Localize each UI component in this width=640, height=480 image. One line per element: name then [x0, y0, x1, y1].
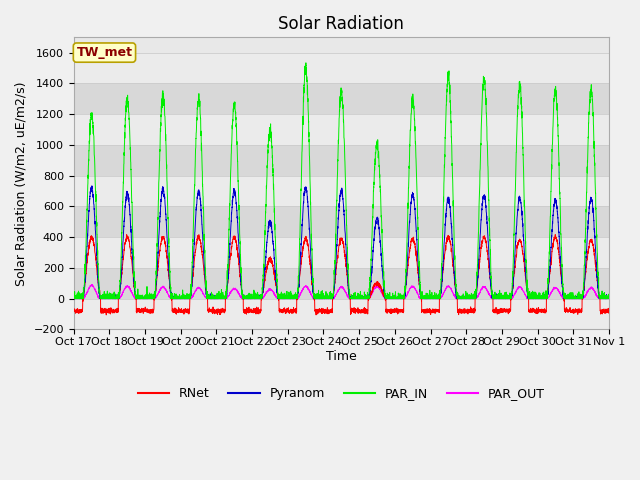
PAR_IN — [604, 294, 612, 300]
Pyranom — [70, 295, 77, 301]
RNet — [605, 309, 612, 315]
RNet — [166, 286, 174, 291]
PAR_OUT — [70, 296, 77, 301]
Line: PAR_OUT: PAR_OUT — [74, 285, 609, 299]
PAR_OUT — [461, 296, 469, 301]
RNet — [604, 308, 612, 314]
Bar — [74, 176, 609, 206]
Bar — [74, 268, 609, 299]
PAR_IN — [70, 296, 78, 301]
Pyranom — [88, 183, 96, 189]
PAR_OUT — [431, 296, 439, 301]
Bar — [74, 114, 609, 145]
PAR_OUT — [321, 296, 329, 301]
Pyranom — [492, 295, 499, 300]
PAR_OUT — [88, 282, 96, 288]
Legend: RNet, Pyranom, PAR_IN, PAR_OUT: RNet, Pyranom, PAR_IN, PAR_OUT — [132, 382, 550, 405]
RNet — [102, 312, 110, 318]
RNet — [492, 307, 499, 313]
Pyranom — [604, 294, 612, 300]
Text: TW_met: TW_met — [76, 46, 132, 59]
PAR_OUT — [166, 295, 174, 300]
Pyranom — [461, 294, 469, 300]
Y-axis label: Solar Radiation (W/m2, uE/m2/s): Solar Radiation (W/m2, uE/m2/s) — [15, 81, 28, 286]
PAR_IN — [492, 293, 499, 299]
RNet — [321, 308, 329, 313]
PAR_IN — [461, 295, 469, 301]
Pyranom — [605, 295, 612, 300]
X-axis label: Time: Time — [326, 350, 356, 363]
PAR_IN — [605, 292, 612, 298]
Line: RNet: RNet — [74, 235, 609, 315]
PAR_OUT — [605, 296, 612, 301]
Pyranom — [321, 295, 329, 301]
Bar — [74, 299, 609, 329]
RNet — [431, 308, 439, 313]
Bar — [74, 206, 609, 237]
PAR_OUT — [604, 296, 612, 301]
RNet — [552, 232, 559, 238]
Title: Solar Radiation: Solar Radiation — [278, 15, 404, 33]
Line: PAR_IN: PAR_IN — [74, 63, 609, 299]
Bar — [74, 145, 609, 176]
Bar — [74, 237, 609, 268]
PAR_IN — [432, 296, 440, 301]
Pyranom — [432, 296, 440, 301]
Pyranom — [166, 286, 174, 292]
PAR_IN — [166, 274, 174, 280]
Bar — [74, 53, 609, 84]
PAR_IN — [302, 60, 310, 66]
Pyranom — [70, 296, 77, 301]
RNet — [70, 307, 77, 313]
Bar — [74, 84, 609, 114]
PAR_OUT — [492, 296, 499, 301]
PAR_IN — [70, 295, 77, 301]
Line: Pyranom: Pyranom — [74, 186, 609, 299]
RNet — [461, 310, 469, 316]
PAR_IN — [321, 296, 329, 301]
